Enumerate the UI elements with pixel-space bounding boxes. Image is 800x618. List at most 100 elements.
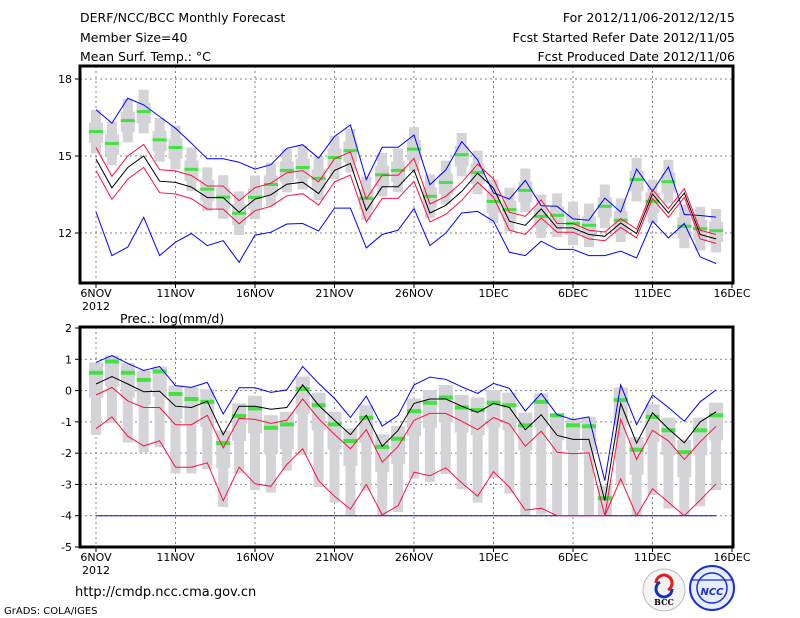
median-marker: [168, 392, 183, 397]
y-tick-label: -1: [61, 416, 72, 429]
median-marker: [407, 409, 421, 414]
median-marker: [422, 194, 437, 198]
box-bar: [184, 387, 199, 425]
whisker-bar: [170, 385, 181, 474]
box-bar: [550, 414, 565, 441]
precipitation-panel: 2 1 0 -1 -2 -3 -4 -5 6NOV 11NOV 16NOV 21NOV 26NOV 1DE…: [61, 322, 751, 577]
median-marker: [581, 424, 596, 429]
median-marker: [343, 438, 358, 443]
median-marker: [136, 377, 151, 382]
median-marker: [709, 413, 724, 418]
whisker-bar: [583, 416, 594, 516]
box-bar: [136, 370, 151, 405]
whisker-bar: [615, 387, 626, 486]
median-marker: [168, 146, 183, 150]
whisker-bar: [472, 397, 483, 503]
y-tick-label: -2: [61, 447, 72, 460]
median-marker: [693, 227, 708, 231]
y-tick-label: 2: [65, 322, 72, 335]
median-marker: [407, 147, 421, 151]
median-marker: [120, 370, 135, 375]
median-marker: [518, 423, 533, 428]
median-marker: [343, 149, 358, 153]
median-marker: [136, 110, 151, 114]
median-marker: [454, 153, 469, 157]
forecast-period: For 2012/11/06-2012/12/15: [563, 10, 735, 25]
whisker-bar: [250, 395, 260, 491]
x-tick-label: 1DEC: [478, 551, 508, 564]
x-tick-label: 6DEC: [558, 287, 588, 300]
median-marker: [200, 187, 215, 191]
whisker-bar: [377, 434, 388, 516]
median-marker: [693, 428, 708, 433]
box-bar: [629, 437, 644, 475]
box-bar: [677, 439, 692, 478]
series-line-lower-spread: [95, 166, 717, 244]
x-tick-label: 16DEC: [713, 287, 750, 300]
median-marker: [184, 397, 199, 402]
box-bar: [581, 416, 596, 452]
box-bar: [422, 390, 437, 428]
box-bar: [470, 397, 485, 435]
median-marker: [709, 229, 724, 233]
median-marker: [89, 130, 103, 134]
year-label: 2012: [82, 300, 110, 313]
median-marker: [89, 370, 103, 375]
median-marker: [359, 415, 374, 420]
box-bar: [120, 363, 135, 398]
median-marker: [645, 199, 660, 203]
box-bar: [502, 392, 517, 431]
box-bar: [168, 385, 183, 420]
series-line-ensemble-min: [95, 207, 717, 264]
box-bar: [566, 419, 580, 451]
median-marker: [104, 359, 119, 364]
source-url[interactable]: http://cmdp.ncc.cma.gov.cn: [75, 585, 256, 600]
x-tick-label: 1DEC: [478, 287, 508, 300]
box-bar: [152, 366, 167, 397]
series-line-upper-spread: [95, 386, 717, 516]
x-tick-label: 16NOV: [236, 287, 275, 300]
whisker-bar: [456, 394, 467, 490]
median-marker: [279, 422, 294, 427]
median-marker: [677, 450, 692, 455]
median-marker: [581, 223, 596, 227]
median-marker: [120, 119, 135, 123]
whisker-bar: [440, 384, 451, 475]
median-marker: [391, 436, 406, 441]
variable-label: Mean Surf. Temp.: °C: [80, 49, 211, 64]
series-line-ensemble-mean: [95, 155, 717, 240]
median-marker: [645, 414, 660, 419]
whisker-bar: [568, 419, 578, 516]
whisker-bar: [313, 392, 324, 487]
box-bar: [279, 411, 294, 450]
x-tick-label: 11DEC: [634, 551, 671, 564]
ncc-logo: NCC: [689, 565, 735, 611]
median-marker: [232, 413, 247, 418]
median-marker: [534, 399, 549, 404]
whisker-bar: [536, 393, 547, 515]
median-marker: [550, 213, 565, 217]
median-marker: [263, 425, 278, 430]
median-marker: [438, 180, 453, 184]
box-bar: [486, 390, 501, 428]
series-line-upper-spread: [95, 143, 717, 235]
box-bar: [518, 412, 533, 451]
whisker-bar: [409, 398, 419, 479]
whisker-bar: [647, 404, 658, 496]
x-tick-label: 11NOV: [156, 551, 195, 564]
x-tick-label: 11DEC: [634, 287, 671, 300]
x-tick-label: 21NOV: [315, 551, 354, 564]
box-bar: [216, 430, 231, 469]
y-tick-label: -5: [61, 541, 72, 554]
x-tick-label: 6NOV: [80, 551, 112, 564]
whisker-bar: [488, 390, 499, 478]
x-tick-label: 11NOV: [156, 287, 195, 300]
median-marker: [295, 166, 310, 170]
median-marker: [566, 423, 580, 428]
figure-title: DERF/NCC/BCC Monthly Forecast: [80, 10, 285, 25]
median-marker: [104, 141, 119, 145]
temperature-panel: 18 15 12 6NOV 11NOV 16NOV 21NOV 26NOV 1DEC 6DEC 11…: [58, 64, 751, 313]
year-label: 2012: [82, 564, 110, 577]
whisker-bar: [297, 376, 308, 456]
median-marker: [502, 403, 517, 408]
